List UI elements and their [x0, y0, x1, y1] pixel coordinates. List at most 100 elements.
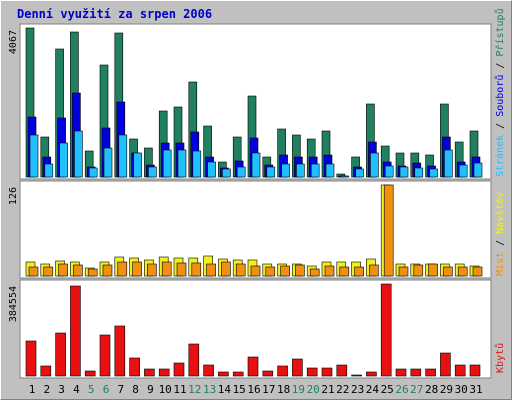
x-tick-day-13: 13 [203, 383, 216, 396]
x-tick-day-7: 7 [117, 383, 124, 396]
bar-bottom-s0-day-13 [203, 364, 214, 377]
bar-middle-s1-day-21 [324, 265, 335, 277]
x-tick-day-25: 25 [381, 383, 394, 396]
bar-bottom-s0-day-18 [277, 365, 288, 377]
bar-bottom-s0-day-2 [40, 365, 52, 377]
legend-top: Stránek / Souborů / Přístupů [494, 8, 506, 177]
x-tick-day-29: 29 [440, 383, 453, 396]
x-tick-day-11: 11 [173, 383, 186, 396]
bar-middle-s1-day-11 [176, 262, 187, 277]
bar-bottom-s0-day-25 [380, 283, 392, 377]
bar-middle-s1-day-23 [354, 266, 364, 277]
bar-middle-s1-day-26 [398, 266, 409, 277]
bar-top-s2-day-22 [340, 175, 350, 178]
bar-top-s2-day-1 [29, 134, 39, 178]
bar-top-s2-day-28 [429, 168, 438, 178]
bar-top-s2-day-18 [281, 163, 290, 178]
x-tick-day-27: 27 [410, 383, 423, 396]
x-tick-day-31: 31 [469, 383, 482, 396]
bar-top-s2-day-19 [296, 163, 305, 178]
bar-top-s2-day-4 [74, 130, 83, 178]
bar-middle-s1-day-2 [43, 266, 54, 277]
x-tick-day-16: 16 [247, 383, 260, 396]
bar-bottom-s0-day-20 [306, 367, 318, 377]
x-tick-day-30: 30 [455, 383, 468, 396]
bar-middle-s1-day-15 [235, 263, 246, 277]
bar-top-s2-day-26 [399, 166, 409, 178]
x-tick-day-3: 3 [58, 383, 65, 396]
x-tick-day-23: 23 [351, 383, 364, 396]
bar-middle-s1-day-29 [443, 266, 453, 277]
x-tick-day-22: 22 [336, 383, 349, 396]
bar-top-s2-day-8 [133, 152, 142, 178]
bar-bottom-s0-day-1 [25, 340, 37, 377]
x-tick-day-14: 14 [218, 383, 232, 396]
x-tick-day-20: 20 [307, 383, 320, 396]
bar-bottom-s0-day-8 [129, 357, 140, 377]
bar-top-s2-day-9 [148, 166, 157, 178]
bar-middle-s1-day-13 [206, 263, 216, 277]
bar-middle-s1-day-25 [383, 184, 394, 277]
x-tick-day-12: 12 [188, 383, 201, 396]
bar-top-s2-day-3 [59, 142, 68, 178]
bar-top-s2-day-31 [473, 162, 483, 178]
bar-bottom-s0-day-26 [395, 368, 407, 377]
x-tick-day-1: 1 [29, 383, 36, 396]
x-tick-day-10: 10 [159, 383, 172, 396]
bar-bottom-s0-day-5 [84, 370, 96, 377]
bar-bottom-s0-day-11 [173, 362, 185, 377]
bar-bottom-s0-day-27 [410, 368, 422, 377]
bar-middle-s1-day-8 [132, 261, 142, 277]
ymax-label-bottom: 384554 [8, 286, 19, 322]
bar-bottom-s0-day-10 [158, 368, 170, 377]
bar-middle-s1-day-12 [191, 262, 202, 277]
bar-middle-s1-day-27 [413, 264, 424, 277]
bar-bottom-s0-day-31 [469, 364, 481, 377]
bar-middle-s1-day-10 [161, 261, 172, 277]
bar-top-s2-day-7 [118, 134, 128, 178]
bar-top-s2-day-10 [162, 149, 172, 178]
bar-bottom-s0-day-9 [144, 368, 155, 377]
bar-top-s2-day-5 [88, 167, 98, 178]
legends: Stránek / Souborů / Přístupů Míst / Návšt… [494, 8, 506, 373]
x-tick-day-24: 24 [366, 383, 380, 396]
ymax-label-top: 4067 [8, 30, 19, 54]
legend-Stránek: Stránek [494, 135, 506, 177]
bar-middle-s1-day-6 [102, 264, 113, 277]
x-tick-day-21: 21 [321, 383, 334, 396]
bar-middle-s1-day-19 [295, 264, 305, 277]
bar-top-s2-day-23 [355, 168, 364, 178]
bar-top-s2-day-20 [310, 163, 320, 178]
bar-middle-s1-day-20 [309, 268, 320, 277]
legend-Kbytů: Kbytů [494, 343, 506, 373]
x-tick-day-4: 4 [73, 383, 80, 396]
legend-bottom: Kbytů [494, 343, 506, 373]
bar-middle-s1-day-4 [73, 264, 83, 277]
bar-top-s2-day-30 [458, 164, 468, 178]
x-tick-day-18: 18 [277, 383, 290, 396]
bar-top-s2-day-13 [207, 161, 216, 178]
bar-bottom-s0-day-22 [336, 364, 348, 377]
bar-top-s2-day-15 [236, 166, 246, 178]
bar-top-s2-day-14 [222, 168, 231, 178]
x-tick-day-2: 2 [43, 383, 50, 396]
bar-top-s2-day-11 [177, 149, 187, 178]
bar-middle-s1-day-1 [28, 266, 39, 277]
bar-middle-s1-day-5 [87, 268, 98, 277]
bar-bottom-s0-day-24 [366, 371, 377, 377]
bar-top-s2-day-6 [103, 147, 113, 178]
bar-bottom-s0-day-17 [262, 370, 274, 377]
bar-middle-s1-day-22 [339, 266, 350, 277]
bar-bottom-s0-day-19 [292, 358, 303, 377]
bar-middle-s1-day-3 [58, 263, 68, 277]
bar-bottom-s0-day-30 [454, 364, 466, 377]
bar-bottom-s0-day-14 [218, 371, 229, 377]
bar-middle-s1-day-16 [250, 265, 261, 277]
legend-Míst: Míst [494, 252, 506, 276]
bar-bottom-s0-day-12 [188, 343, 200, 377]
bar-bottom-s0-day-21 [321, 367, 333, 377]
bar-middle-s1-day-7 [117, 261, 128, 277]
x-tick-day-19: 19 [292, 383, 305, 396]
